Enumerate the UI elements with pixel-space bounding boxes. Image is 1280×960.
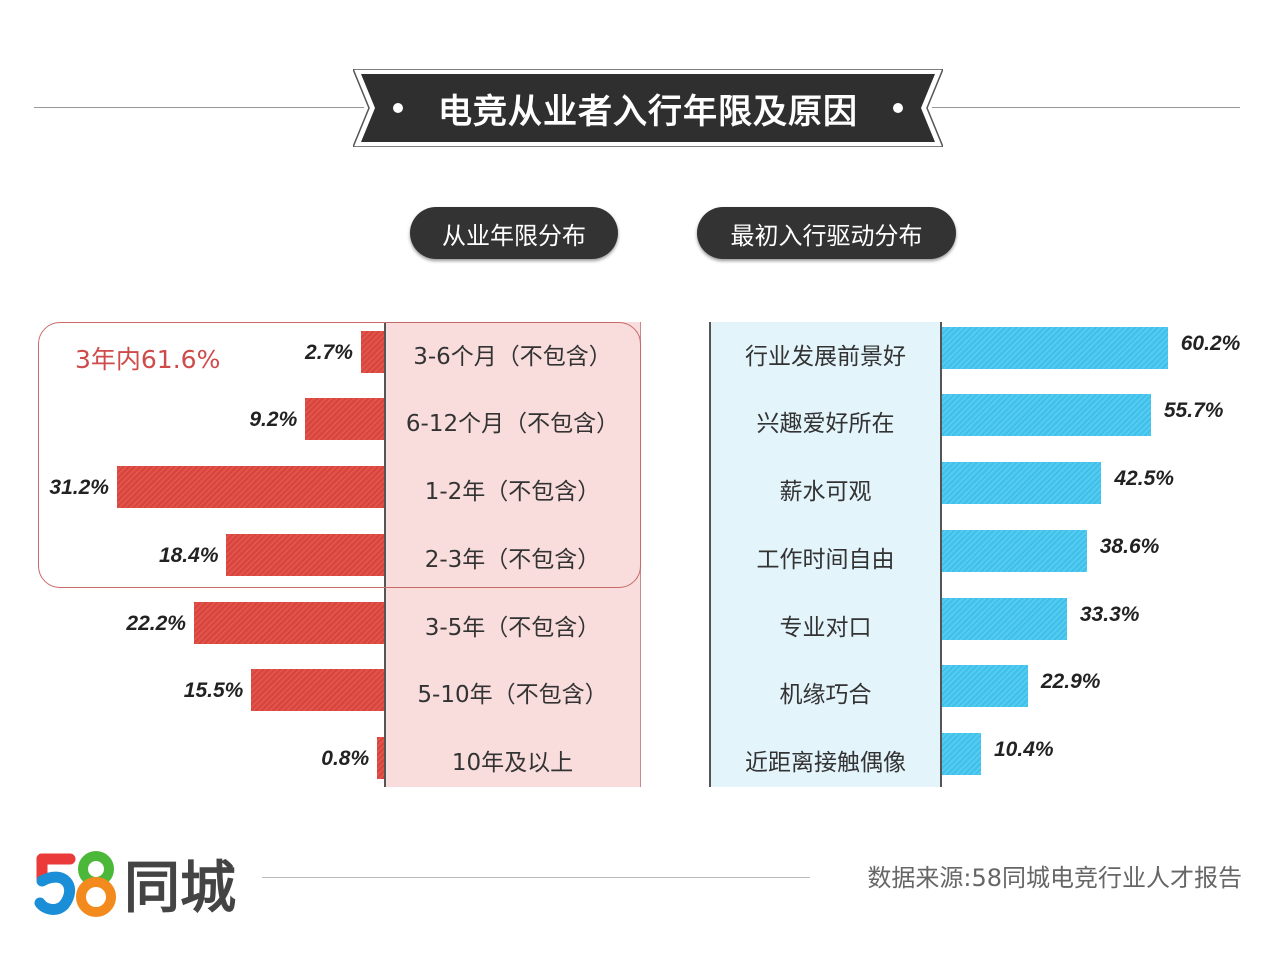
left-bar (193, 602, 384, 644)
right-bar-value: 22.9% (1040, 670, 1101, 693)
left-bar-value: 18.4% (158, 544, 219, 567)
right-bar-value: 33.3% (1079, 603, 1140, 626)
left-bar (377, 737, 384, 779)
right-category-label: 薪水可观 (779, 479, 872, 505)
left-category-label: 1-2年（不包含） (424, 479, 601, 505)
left-bar-value: 31.2% (49, 476, 109, 499)
right-bar-value: 10.4% (994, 738, 1054, 761)
right-bar (942, 598, 1067, 640)
logo-58-mark (34, 850, 116, 917)
right-category-panel (709, 322, 942, 787)
left-category-label: 5-10年（不包含） (417, 682, 608, 708)
left-bar (251, 669, 384, 711)
page-title: 电竞从业者入行年限及原因 (438, 91, 858, 132)
left-bar-value: 0.8% (321, 747, 370, 770)
right-bar (942, 530, 1087, 572)
right-category-label: 近距离接触偶像 (745, 750, 906, 776)
left-bar (116, 466, 384, 508)
within-3-years-annotation: 3年内61.6% (75, 345, 221, 374)
within-3-years-box (38, 322, 641, 588)
left-bar (226, 534, 384, 576)
left-category-label: 3-5年（不包含） (424, 615, 601, 641)
footer-rule (262, 877, 810, 878)
right-bar (942, 394, 1151, 436)
right-bar (942, 462, 1102, 504)
right-category-label: 专业对口 (779, 615, 872, 641)
left-bar-value: 15.5% (183, 679, 244, 702)
right-bar-value: 60.2% (1180, 332, 1241, 355)
right-category-label: 工作时间自由 (756, 547, 895, 573)
banner-shape (353, 69, 943, 147)
data-source: 数据来源:58同城电竞行业人才报告 (867, 864, 1242, 892)
left-bar (360, 331, 384, 373)
right-bar-value: 38.6% (1099, 535, 1160, 558)
right-bar (942, 327, 1168, 369)
right-chart-title: 最初入行驱动分布 (697, 207, 956, 259)
logo-text: 同城 (124, 856, 236, 921)
right-bar-value: 55.7% (1163, 399, 1224, 422)
left-bar-value: 9.2% (249, 408, 298, 431)
title-rule-right (932, 107, 1240, 108)
logo-58tongcheng: 同城 (34, 843, 236, 924)
right-category-label: 行业发展前景好 (745, 344, 906, 370)
right-bar (942, 665, 1028, 707)
title-banner: 电竞从业者入行年限及原因 (353, 69, 943, 147)
right-bar-value: 42.5% (1114, 467, 1174, 490)
right-category-label: 机缘巧合 (779, 682, 872, 708)
left-category-label: 3-6个月（不包含） (413, 344, 612, 370)
right-bar (942, 733, 981, 775)
left-bar-value: 2.7% (305, 341, 353, 364)
left-category-label: 2-3年（不包含） (424, 547, 601, 573)
left-chart-title: 从业年限分布 (410, 207, 618, 259)
left-bar-value: 22.2% (126, 612, 186, 635)
left-category-label: 10年及以上 (451, 750, 574, 776)
left-bar (305, 398, 384, 440)
right-category-label: 兴趣爱好所在 (756, 411, 895, 437)
title-rule-left (34, 107, 364, 108)
left-category-label: 6-12个月（不包含） (405, 411, 620, 437)
